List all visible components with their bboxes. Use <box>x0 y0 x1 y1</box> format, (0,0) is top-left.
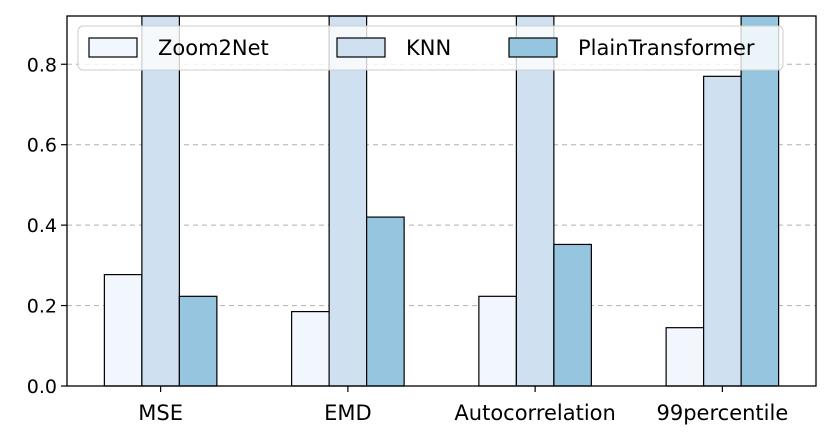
x-axis: MSE EMD Autocorrelation 99percentile <box>138 386 788 425</box>
legend-swatch <box>88 37 138 58</box>
y-tick-label: 0.6 <box>27 135 57 157</box>
legend: Zoom2Net KNN PlainTransformer <box>77 25 784 71</box>
legend-swatch <box>336 37 386 58</box>
bar-KNN-Autocorrelation <box>515 15 555 387</box>
bar-KNN-MSE <box>141 15 180 387</box>
legend-box <box>77 25 784 71</box>
bar-KNN-EMD <box>328 15 368 387</box>
bar-Zoom2Net-Autocorrelation <box>478 295 517 387</box>
legend-label: KNN <box>406 36 451 60</box>
x-tick-label: 99percentile <box>657 401 789 425</box>
x-tick-label: EMD <box>324 401 372 425</box>
bar-KNN-99percentile <box>703 75 742 387</box>
legend-label: PlainTransformer <box>578 36 755 60</box>
plot-frame <box>66 15 817 387</box>
x-tick-label: MSE <box>138 401 183 425</box>
bar-PlainTransformer-99percentile <box>740 15 780 387</box>
bar-Zoom2Net-99percentile <box>665 327 705 387</box>
legend-swatch <box>508 37 558 58</box>
y-tick-label: 0.0 <box>27 376 57 398</box>
x-tick-label: Autocorrelation <box>454 401 615 425</box>
legend-label: Zoom2Net <box>158 36 269 60</box>
bar-PlainTransformer-Autocorrelation <box>553 243 592 387</box>
bar-Zoom2Net-MSE <box>103 273 143 387</box>
y-axis: 0.0 0.2 0.4 0.6 0.8 <box>27 54 67 398</box>
bar-PlainTransformer-MSE <box>178 295 218 387</box>
y-tick-label: 0.8 <box>27 54 57 76</box>
y-tick-label: 0.4 <box>27 215 57 237</box>
y-tick-label: 0.2 <box>27 296 57 318</box>
bar-PlainTransformer-EMD <box>366 216 405 387</box>
bar-Zoom2Net-EMD <box>291 310 330 387</box>
bars <box>103 15 780 387</box>
